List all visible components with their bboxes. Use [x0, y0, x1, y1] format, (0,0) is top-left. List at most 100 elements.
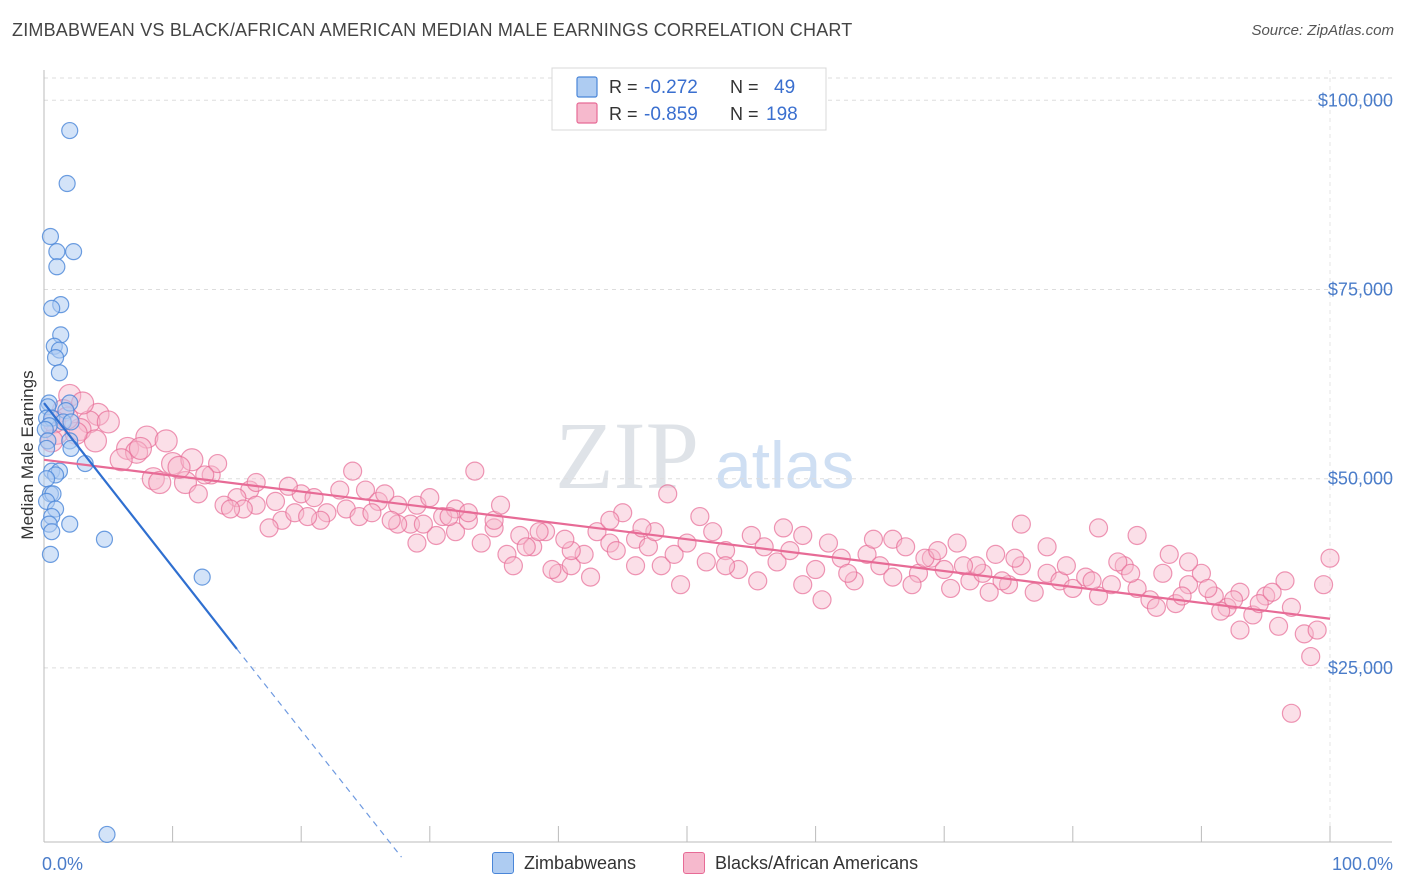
zimbabweans-point-40: [95, 530, 114, 548]
blacks-point-35: [420, 488, 440, 508]
blacks-point-135: [625, 556, 646, 576]
x-tick-label-1: 100.0%: [1332, 854, 1393, 874]
blacks-point-117: [1056, 556, 1076, 576]
blacks-point-39: [471, 533, 491, 553]
correlation-legend: R = -0.272 N = 49 R = -0.859 N = 198: [551, 67, 827, 131]
blacks-point-12: [161, 451, 185, 476]
blacks-point-151: [330, 480, 350, 500]
blacks-point-118: [1037, 537, 1057, 557]
blacks-swatch: [683, 852, 705, 874]
blacks-point-102: [1281, 597, 1302, 617]
legend-item-zimbabweans[interactable]: Zimbabweans: [492, 852, 636, 874]
blacks-point-180: [1082, 571, 1102, 591]
blacks-point-53: [651, 556, 671, 576]
zimbabweans-point-7: [43, 299, 61, 318]
blacks-point-59: [728, 559, 749, 580]
blacks-point-11: [109, 448, 133, 472]
blacks-point-88: [1101, 575, 1121, 595]
blacks-point-78: [973, 563, 993, 583]
blacks-point-42: [510, 525, 530, 546]
zimbabweans-trend-line: [43, 402, 238, 650]
blacks-point-154: [278, 476, 298, 496]
blacks-point-146: [407, 533, 427, 553]
zimbabweans-point-42: [193, 568, 211, 586]
blacks-point-92: [1153, 563, 1173, 583]
blacks-point-175: [490, 495, 511, 515]
y-tick-label-2: $75,000: [1328, 279, 1393, 299]
y-tick-label-0: $25,000: [1328, 658, 1393, 678]
blacks-point-188: [1005, 548, 1025, 568]
blacks-point-8: [154, 429, 178, 453]
zimbabweans-point-41: [41, 545, 60, 563]
blacks-point-22: [265, 491, 286, 512]
zimbabweans-point-2: [41, 227, 60, 246]
blacks-point-161: [167, 455, 191, 479]
zimbabweans-point-25: [37, 439, 56, 458]
zimbabweans-point-12: [50, 364, 69, 382]
y-tick-labels: $25,000 $50,000 $75,000 $100,000: [1318, 90, 1393, 678]
blacks-point-49: [600, 533, 620, 553]
legend-n-label-2: N =: [730, 104, 759, 124]
blacks-point-64: [793, 525, 813, 546]
blacks-point-58: [715, 541, 736, 561]
blacks-point-82: [1024, 582, 1044, 602]
blacks-point-128: [793, 575, 813, 595]
blacks-point-163: [128, 436, 153, 461]
blacks-point-119: [1011, 514, 1031, 534]
blacks-point-174: [529, 522, 549, 542]
blacks-point-133: [670, 575, 691, 595]
chart-title: ZIMBABWEAN VS BLACK/AFRICAN AMERICAN MED…: [12, 20, 853, 40]
blacks-point-70: [870, 556, 890, 576]
blacks-point-192: [902, 575, 922, 595]
blacks-point-185: [1223, 590, 1244, 610]
zimbabweans-point-5: [48, 258, 66, 276]
legend-r-label-2: R =: [609, 104, 638, 124]
source-label: Source: ZipAtlas.com: [1251, 22, 1394, 39]
blacks-point-17: [188, 484, 208, 504]
blacks-point-130: [748, 571, 768, 591]
legend-r-value-1: -0.272: [644, 77, 698, 98]
legend-r-label-1: R =: [609, 77, 638, 97]
blacks-point-136: [606, 541, 626, 561]
legend-item-blacks[interactable]: Blacks/African Americans: [683, 852, 918, 874]
legend-label-blacks: Blacks/African Americans: [715, 852, 919, 873]
blacks-point-94: [1178, 575, 1199, 595]
blacks-point-149: [362, 503, 382, 523]
blacks-trend-line: [43, 458, 1331, 620]
blacks-point-141: [503, 556, 523, 576]
blacks-point-57: [703, 522, 723, 542]
zimbabweans-point-39: [43, 523, 61, 541]
blacks-point-72: [896, 537, 916, 557]
blacks-point-153: [298, 506, 318, 527]
blacks-point-127: [812, 590, 832, 610]
blacks-point-120: [992, 571, 1012, 591]
blacks-point-122: [941, 578, 961, 599]
blacks-point-179: [381, 510, 401, 530]
blacks-point-105: [1301, 646, 1321, 667]
blacks-point-24: [285, 503, 305, 523]
blacks-point-104: [1307, 620, 1327, 640]
blacks-point-107: [1313, 575, 1334, 595]
series-blacks-points: [40, 383, 1340, 723]
zimbabweans-point-11: [46, 349, 65, 367]
grid-lines: [44, 70, 1392, 842]
zimbabweans-point-31: [37, 470, 56, 488]
blacks-point-189: [979, 582, 999, 602]
blacks-point-101: [1268, 616, 1289, 636]
blacks-point-184: [1198, 578, 1218, 599]
blacks-point-129: [773, 518, 794, 538]
blacks-point-47: [574, 544, 594, 564]
trend-lines: [43, 402, 1331, 858]
legend-n-value-1: 49: [774, 77, 795, 98]
blacks-point-46: [561, 556, 581, 576]
blacks-point-29: [349, 506, 369, 527]
series-legend: Zimbabweans Blacks/African Americans: [0, 852, 1406, 878]
blacks-point-152: [310, 510, 331, 530]
x-tick-label-0: 0.0%: [42, 854, 83, 874]
blacks-point-114: [1127, 525, 1147, 546]
blacks-point-56: [690, 506, 710, 527]
blacks-point-173: [555, 529, 575, 549]
blacks-point-68: [844, 571, 864, 591]
blacks-point-116: [1088, 518, 1109, 538]
